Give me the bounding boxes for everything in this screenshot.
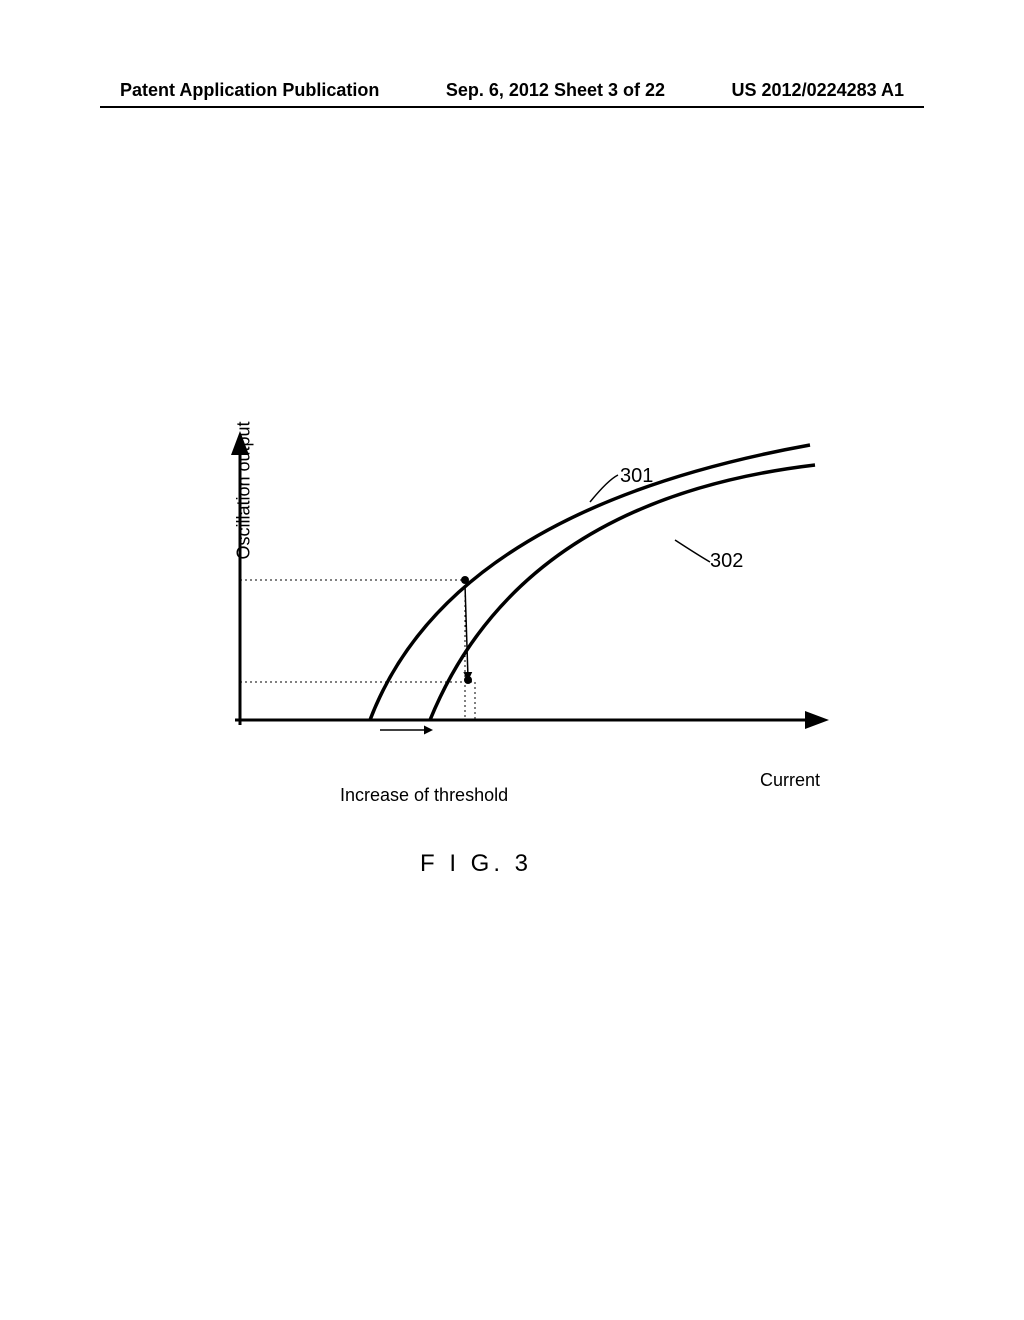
figure-caption: F I G. 3 [420,850,532,878]
curve-label-302: 302 [710,550,743,573]
chart-svg [220,430,840,800]
point-lower [464,676,472,684]
curve-label-301: 301 [620,465,653,488]
header-patent-number: US 2012/0224283 A1 [732,80,904,101]
header-divider [100,106,924,108]
x-axis-label: Current [760,770,820,791]
leader-302 [675,540,710,562]
point-upper [461,576,469,584]
header-publication: Patent Application Publication [120,80,379,101]
header-sheet-info: Sep. 6, 2012 Sheet 3 of 22 [446,80,665,101]
curve-301 [370,445,810,720]
chart [220,430,840,800]
page-header: Patent Application Publication Sep. 6, 2… [0,80,1024,101]
curve-302 [430,465,815,720]
threshold-label: Increase of threshold [340,785,508,806]
